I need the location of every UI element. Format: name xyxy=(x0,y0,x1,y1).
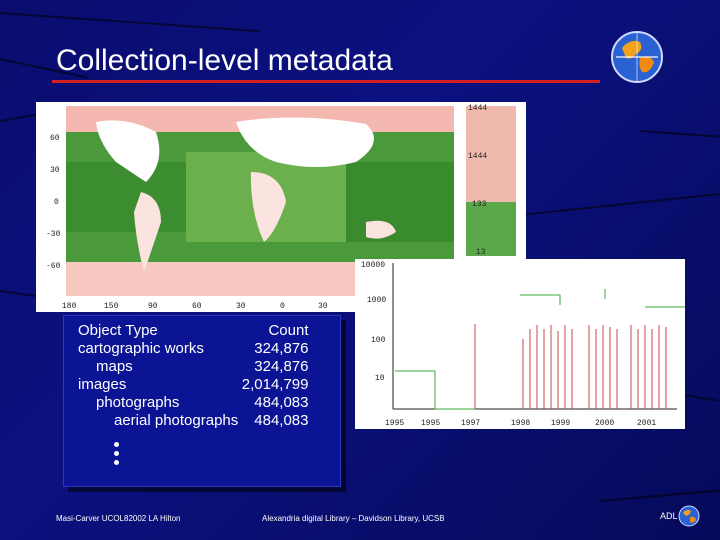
plot-series-line xyxy=(520,294,561,305)
map-x-tick: 30 xyxy=(318,302,328,311)
ellipsis-dots xyxy=(114,442,120,469)
table-row: images 2,014,799 xyxy=(78,376,309,394)
map-x-tick: 60 xyxy=(192,302,202,311)
slide-title: Collection-level metadata xyxy=(56,44,393,77)
collection-table-panel: Object Type Count cartographic works 324… xyxy=(63,315,341,487)
adl-logo-icon xyxy=(678,505,700,527)
row-count: 484,083 xyxy=(254,412,309,429)
table-row: maps 324,876 xyxy=(78,358,309,376)
ellipsis-dot xyxy=(114,460,119,465)
plot-x-tick: 2001 xyxy=(637,419,656,428)
row-type: maps xyxy=(96,358,133,375)
map-legend-tick: 133 xyxy=(472,200,487,209)
map-x-tick: 150 xyxy=(104,302,119,311)
decorative-streak xyxy=(519,193,720,216)
column-header-count: Count xyxy=(268,322,309,339)
plot-bars xyxy=(474,324,667,409)
title-underline xyxy=(52,80,600,83)
map-legend-tick: 13 xyxy=(476,248,486,257)
map-x-tick: 0 xyxy=(280,302,285,311)
plot-y-tick: 100 xyxy=(371,336,386,345)
decorative-streak xyxy=(639,130,720,138)
row-count: 324,876 xyxy=(254,340,309,357)
row-type: cartographic works xyxy=(78,340,204,357)
map-x-tick: 90 xyxy=(148,302,158,311)
plot-series-line xyxy=(395,370,476,410)
plot-x-tick: 1995 xyxy=(421,419,440,428)
world-map-figure: 60 30 0 -30 -60 180 150 90 60 30 0 30 60… xyxy=(36,102,526,312)
footer-center: Alexandria digital Library – Davidson Li… xyxy=(262,514,445,523)
row-count: 484,083 xyxy=(254,394,309,411)
row-type: aerial photographs xyxy=(114,412,239,429)
plot-y-tick: 10000 xyxy=(361,261,385,270)
ellipsis-dot xyxy=(114,442,119,447)
plot-y-tick: 1000 xyxy=(367,296,386,305)
timeline-plot-figure: 10000 1000 100 10 1995 1995 1997 1998 19… xyxy=(355,259,685,429)
table-row: aerial photographs 484,083 xyxy=(78,412,309,430)
plot-x-tick: 1995 xyxy=(385,419,404,428)
map-y-tick: 30 xyxy=(50,166,60,175)
plot-x-tick: 1997 xyxy=(461,419,480,428)
row-type: images xyxy=(78,376,127,393)
decorative-streak xyxy=(599,489,720,502)
map-y-tick: -30 xyxy=(46,230,61,239)
column-header-type: Object Type xyxy=(78,322,158,339)
table-row: cartographic works 324,876 xyxy=(78,340,309,358)
row-count: 2,014,799 xyxy=(241,376,309,393)
plot-x-tick: 1998 xyxy=(511,419,530,428)
map-x-tick: 180 xyxy=(62,302,77,311)
row-count: 324,876 xyxy=(254,358,309,375)
ellipsis-dot xyxy=(114,451,119,456)
map-legend-tick: 1444 xyxy=(468,104,487,113)
plot-y-tick: 10 xyxy=(375,374,385,383)
map-y-tick: 0 xyxy=(54,198,59,207)
map-y-tick: -60 xyxy=(46,262,61,271)
plot-x-tick: 1999 xyxy=(551,419,570,428)
globe-logo-icon xyxy=(611,31,663,83)
row-type: photographs xyxy=(96,394,180,411)
table-header-row: Object Type Count xyxy=(78,322,309,340)
map-y-tick: 60 xyxy=(50,134,60,143)
plot-x-tick: 2000 xyxy=(595,419,614,428)
footer-left: Masi-Carver UCOL82002 LA Hilton xyxy=(56,514,181,523)
collection-table: Object Type Count cartographic works 324… xyxy=(78,322,309,430)
footer-right: ADL xyxy=(660,511,678,521)
map-x-tick: 30 xyxy=(236,302,246,311)
decorative-streak xyxy=(0,12,260,33)
table-row: photographs 484,083 xyxy=(78,394,309,412)
map-legend-tick: 1444 xyxy=(468,152,487,161)
